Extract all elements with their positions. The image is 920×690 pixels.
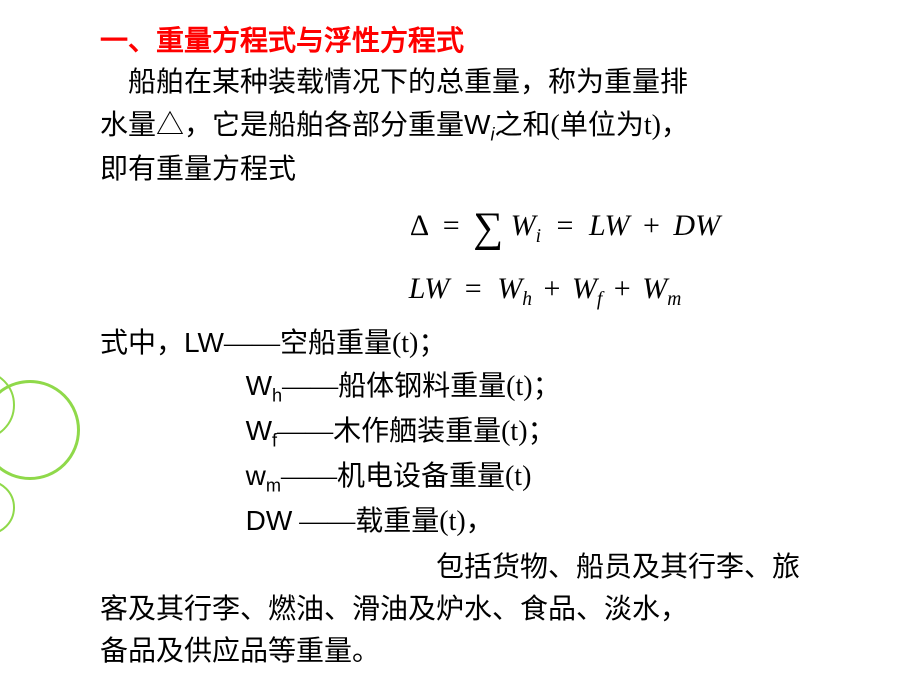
slide-content: 一、重量方程式与浮性方程式 船舶在某种装载情况下的总重量，称为重量排 水量△，它…: [100, 20, 890, 673]
intro-line2: 水量△，它是船舶各部分重量Wi之和(单位为t)，: [100, 104, 890, 149]
intro-line3: 即有重量方程式: [100, 149, 890, 191]
def-row: DW ——载重量(t)，: [100, 500, 890, 543]
final-line1: 包括货物、船员及其行李、旅: [100, 547, 890, 589]
final-line3: 备品及供应品等重量。: [100, 631, 890, 673]
equation-1: Δ = ∑ Wi = LW + DW: [100, 197, 890, 260]
section-title: 一、重量方程式与浮性方程式: [100, 20, 890, 62]
def-row: 式中，LW——空船重量(t)；: [100, 322, 890, 365]
decor-circle: [0, 480, 15, 535]
final-paragraph: 包括货物、船员及其行李、旅 客及其行李、燃油、滑油及炉水、食品、淡水， 备品及供…: [100, 547, 890, 673]
def-row: wm——机电设备重量(t): [100, 455, 890, 500]
def-row: Wf——木作舾装重量(t)；: [100, 410, 890, 455]
intro-line1: 船舶在某种装载情况下的总重量，称为重量排: [128, 67, 688, 98]
definitions: 式中，LW——空船重量(t)； Wh——船体钢料重量(t)； Wf——木作舾装重…: [100, 322, 890, 543]
intro-paragraph: 船舶在某种装载情况下的总重量，称为重量排: [100, 62, 890, 104]
final-line2: 客及其行李、燃油、滑油及炉水、食品、淡水，: [100, 589, 890, 631]
def-row: Wh——船体钢料重量(t)；: [100, 365, 890, 410]
equation-2: LW = Wh + Wf + Wm: [100, 266, 890, 314]
